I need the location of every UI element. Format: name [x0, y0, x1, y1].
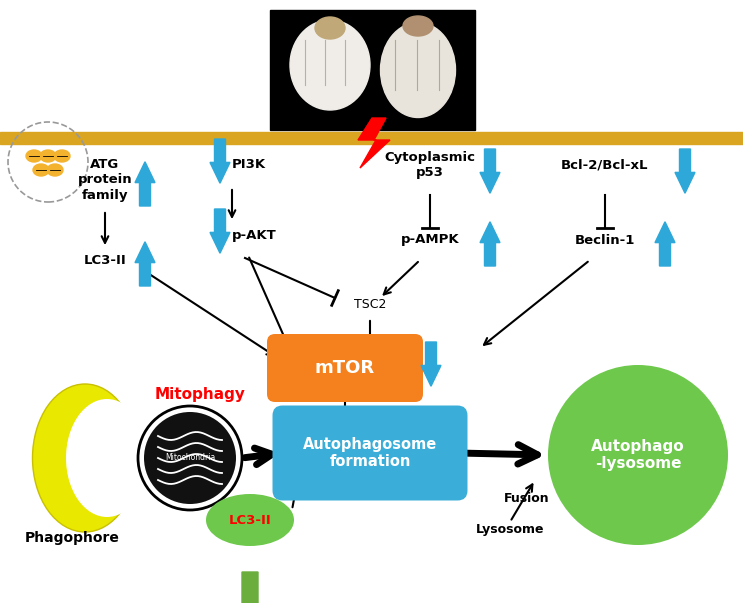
- Text: ATG
protein
family: ATG protein family: [78, 159, 132, 201]
- Text: mTOR: mTOR: [315, 359, 375, 377]
- Ellipse shape: [403, 16, 433, 36]
- FancyArrow shape: [480, 222, 500, 266]
- Text: TSC2: TSC2: [354, 298, 386, 312]
- FancyArrow shape: [480, 149, 500, 193]
- Text: p-AMPK: p-AMPK: [400, 233, 459, 247]
- Ellipse shape: [315, 17, 345, 39]
- Bar: [0, 132, 743, 144]
- Polygon shape: [358, 118, 390, 168]
- Ellipse shape: [26, 150, 42, 162]
- Circle shape: [138, 406, 242, 510]
- Ellipse shape: [47, 164, 63, 176]
- FancyArrow shape: [135, 242, 155, 286]
- Text: Beclin-1: Beclin-1: [575, 233, 635, 247]
- Circle shape: [144, 412, 236, 504]
- Ellipse shape: [33, 164, 49, 176]
- FancyArrow shape: [210, 139, 230, 183]
- Ellipse shape: [33, 384, 137, 532]
- Ellipse shape: [54, 150, 70, 162]
- FancyArrow shape: [135, 162, 155, 206]
- FancyArrow shape: [655, 222, 675, 266]
- Text: p-AKT: p-AKT: [232, 229, 276, 241]
- Ellipse shape: [66, 399, 148, 517]
- Ellipse shape: [380, 22, 455, 118]
- Text: LC3-II: LC3-II: [229, 514, 271, 526]
- Text: LC3-II: LC3-II: [84, 253, 126, 267]
- Text: Autophago
-lysosome: Autophago -lysosome: [591, 439, 685, 471]
- Text: Bcl-2/Bcl-xL: Bcl-2/Bcl-xL: [561, 159, 649, 171]
- FancyBboxPatch shape: [273, 405, 467, 500]
- Text: PI3K: PI3K: [232, 159, 266, 171]
- FancyArrow shape: [210, 209, 230, 253]
- Text: Autophagosome
formation: Autophagosome formation: [303, 437, 437, 469]
- Text: Fusion: Fusion: [504, 491, 550, 505]
- FancyArrow shape: [236, 572, 264, 603]
- Text: Mitochondria: Mitochondria: [165, 453, 215, 463]
- Ellipse shape: [290, 20, 370, 110]
- Text: Cytoplasmic
p53: Cytoplasmic p53: [384, 151, 476, 179]
- Bar: [270, 10, 475, 130]
- Text: Lysosome: Lysosome: [476, 523, 545, 537]
- FancyArrow shape: [675, 149, 695, 193]
- Ellipse shape: [206, 494, 294, 546]
- Text: Mitophagy: Mitophagy: [155, 388, 245, 402]
- FancyBboxPatch shape: [267, 334, 423, 402]
- Text: Phagophore: Phagophore: [25, 531, 120, 545]
- FancyArrow shape: [421, 342, 441, 386]
- Circle shape: [548, 365, 728, 545]
- Ellipse shape: [40, 150, 56, 162]
